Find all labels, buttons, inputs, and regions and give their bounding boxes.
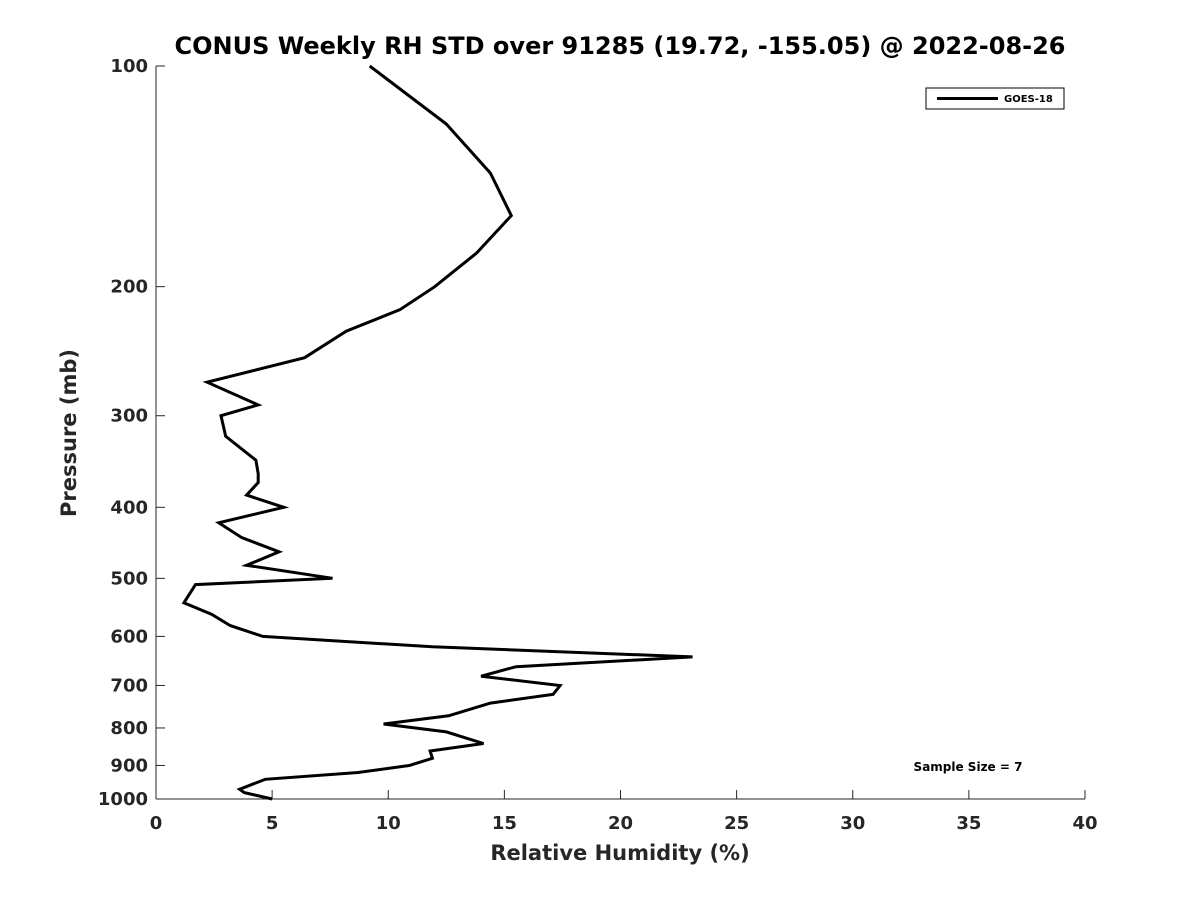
y-axis-ticks: 100 200 300 400 500 600 700 800 900 1000	[98, 56, 165, 810]
x-tick-label: 5	[266, 813, 279, 834]
x-tick-label: 15	[492, 813, 517, 834]
x-tick-label: 40	[1072, 813, 1097, 834]
y-tick-label: 100	[110, 56, 148, 77]
y-tick-label: 900	[110, 755, 148, 776]
y-tick-label: 600	[110, 626, 148, 647]
y-tick-label: 500	[110, 568, 148, 589]
x-tick-label: 0	[150, 813, 163, 834]
x-tick-label: 30	[840, 813, 865, 834]
x-tick-label: 25	[724, 813, 749, 834]
x-tick-label: 20	[608, 813, 633, 834]
x-tick-label: 35	[956, 813, 981, 834]
y-tick-label: 1000	[98, 789, 148, 810]
axes	[155, 66, 1085, 800]
x-axis-ticks: 0 5 10 15 20 25 30 35 40	[150, 790, 1098, 834]
legend: GOES-18	[925, 87, 1065, 110]
legend-entry-goes-18: GOES-18	[1004, 94, 1053, 105]
series-line-goes-18	[181, 64, 693, 801]
y-tick-label: 700	[110, 675, 148, 696]
x-tick-label: 10	[376, 813, 401, 834]
y-tick-label: 800	[110, 718, 148, 739]
chart-title: CONUS Weekly RH STD over 91285 (19.72, -…	[174, 32, 1065, 60]
y-tick-label: 400	[110, 497, 148, 518]
data-series	[181, 64, 693, 801]
y-axis-label: Pressure (mb)	[57, 349, 81, 517]
y-tick-label: 300	[110, 406, 148, 427]
y-tick-label: 200	[110, 277, 148, 298]
sample-size-annotation: Sample Size = 7	[914, 760, 1023, 774]
x-axis-label: Relative Humidity (%)	[490, 841, 749, 865]
